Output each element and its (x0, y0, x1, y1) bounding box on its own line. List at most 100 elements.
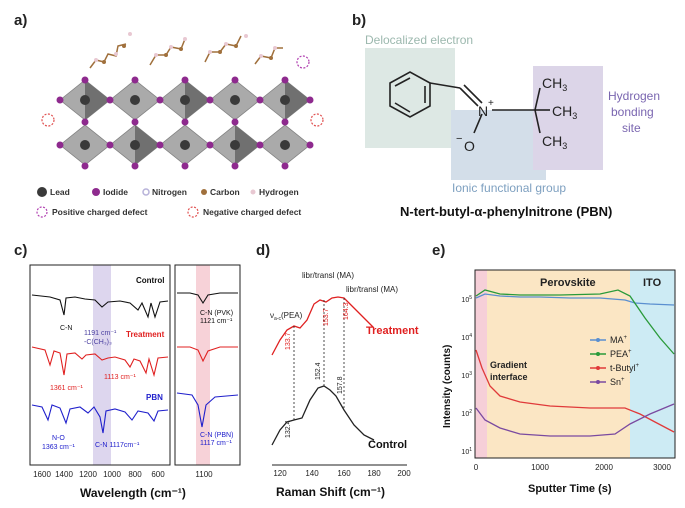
e-xtick-3000: 3000 (653, 463, 671, 472)
e-legend-sn: Sn+ (610, 377, 625, 387)
annot-1113: 1113 cm⁻¹ (104, 374, 137, 381)
cn-annotation: C-N (60, 325, 72, 332)
oxygen-atom: O (464, 138, 475, 154)
annot-pbn-2: 1117 cm⁻¹ (200, 440, 233, 447)
legend-positive-defect: Positive charged defect (52, 207, 148, 217)
methyl-top: CH3 (542, 75, 567, 93)
nitrogen-atom: N (478, 103, 488, 119)
annot-cch3: -C(CH₃)₃ (84, 339, 112, 346)
region-gradient-2: interface (490, 372, 528, 382)
curve-pea (475, 289, 675, 355)
c-tick-800: 800 (128, 470, 142, 479)
ctrl-val-3: 157.8 (337, 376, 344, 394)
curve-ma (475, 293, 675, 306)
d-tick-160: 160 (337, 469, 351, 478)
e-ylabel: Intensity (counts) (442, 345, 453, 428)
nitrogen-charge: + (488, 98, 494, 109)
e-legend-ma: MA+ (610, 335, 628, 345)
ftir-chart: Control C-N Treatment 1191 cm⁻¹ -C(CH₃)₃… (29, 264, 241, 500)
annot-no: N-O (52, 435, 65, 442)
raman-treatment (271, 296, 375, 356)
ionic-group-label: Ionic functional group (452, 181, 566, 195)
annot-cn1117: C-N 1117cm⁻¹ (95, 442, 140, 449)
ctrl-val-2: 152.4 (315, 362, 322, 380)
e-xtick-2000: 2000 (595, 463, 613, 472)
hydrogen-bonding-label-3: site (622, 121, 641, 135)
treat-val-3: 164.3 (343, 302, 350, 320)
legend-nitrogen: Nitrogen (152, 187, 187, 197)
panel-a-legend: Lead Iodide Nitrogen Carbon Hydrogen Pos… (36, 187, 301, 218)
c-tick-1200: 1200 (79, 470, 97, 479)
c-tick-1600: 1600 (33, 470, 51, 479)
crystal-structure-illustration (41, 32, 324, 170)
e-xtick-1000: 1000 (531, 463, 549, 472)
annot-pvk-1: C-N (PVK) (200, 310, 233, 317)
pbn-caption: N-tert-butyl-α-phenylnitrone (PBN) (400, 204, 612, 219)
treatment-spectrum (31, 346, 169, 378)
raman-series-control: Control (368, 439, 407, 451)
treat-val-2: 153.7 (323, 308, 330, 326)
treat-val-1: 133.7 (285, 332, 292, 350)
panel-c-label: c) (14, 242, 28, 259)
raman-control (271, 385, 375, 446)
series-label-control: Control (136, 276, 164, 285)
ctrl-val-1: 132.4 (285, 420, 292, 438)
legend-carbon: Carbon (210, 187, 240, 197)
raman-chart: Treatment Control 133.7 153.7 164.3 132.… (270, 271, 419, 499)
panel-b-label: b) (352, 12, 367, 29)
methyl-bottom: CH3 (542, 133, 567, 151)
legend-iodide: Iodide (103, 187, 128, 197)
peak-ma-2: libr/transl (MA) (346, 285, 398, 294)
e-xtick-0: 0 (474, 463, 479, 472)
annot-1191: 1191 cm⁻¹ (84, 330, 117, 337)
e-ytick-1: 101 (461, 447, 472, 456)
hydrogen-bonding-label-1: Hydrogen (608, 89, 660, 103)
annot-1363: 1363 cm⁻¹ (42, 444, 76, 451)
c-tick-600: 600 (151, 470, 165, 479)
control-inset (177, 292, 238, 305)
tof-sims-chart: Perovskite ITO Gradient interface MA+ PE… (442, 269, 676, 495)
control-spectrum (31, 294, 169, 319)
peak-pea: νa-c(PEA) (270, 311, 303, 322)
legend-lead: Lead (50, 187, 70, 197)
series-label-pbn: PBN (146, 393, 163, 402)
d-xlabel: Raman Shift (cm⁻¹) (276, 485, 385, 499)
legend-negative-defect: Negative charged defect (203, 207, 301, 217)
region-gradient-1: Gradient (490, 360, 527, 370)
e-ytick-4: 104 (461, 333, 472, 342)
c-xlabel: Wavelength (cm⁻¹) (80, 486, 186, 500)
panel-d-label: d) (256, 242, 271, 259)
legend-hydrogen: Hydrogen (259, 187, 299, 197)
hydrogen-bonding-label-2: bonding (611, 105, 654, 119)
e-ytick-5: 105 (461, 295, 472, 304)
d-tick-120: 120 (273, 469, 287, 478)
annot-pvk-2: 1121 cm⁻¹ (200, 318, 233, 325)
d-tick-140: 140 (305, 469, 319, 478)
e-ytick-3: 103 (461, 371, 472, 380)
c-tick-1100: 1100 (195, 470, 213, 479)
annot-1361: 1361 cm⁻¹ (50, 385, 84, 392)
d-tick-200: 200 (397, 469, 411, 478)
peak-ma-1: libr/transl (MA) (302, 271, 354, 280)
panel-a-label: a) (14, 12, 28, 29)
methyl-middle: CH3 (552, 103, 577, 121)
annot-pbn-1: C-N (PBN) (200, 432, 233, 439)
pbn-molecule-diagram: Delocalized electron N + O − CH3 CH3 CH3… (365, 33, 660, 219)
e-legend-pea: PEA+ (610, 349, 632, 359)
e-legend-tbutyl: t-Butyl+ (610, 363, 640, 373)
treatment-inset (177, 346, 238, 363)
d-tick-180: 180 (367, 469, 381, 478)
c-tick-1000: 1000 (103, 470, 121, 479)
e-xlabel: Sputter Time (s) (528, 483, 612, 495)
series-label-treatment: Treatment (126, 330, 165, 339)
oxygen-charge: − (456, 133, 462, 145)
raman-series-treatment: Treatment (366, 325, 419, 337)
region-perovskite: Perovskite (540, 277, 596, 289)
delocalized-electron-label: Delocalized electron (365, 33, 473, 47)
region-ito: ITO (643, 277, 662, 289)
e-ytick-2: 102 (461, 409, 472, 418)
c-tick-1400: 1400 (55, 470, 73, 479)
curve-sn (475, 403, 675, 437)
pbn-inset (176, 392, 239, 428)
panel-e-label: e) (432, 242, 446, 259)
